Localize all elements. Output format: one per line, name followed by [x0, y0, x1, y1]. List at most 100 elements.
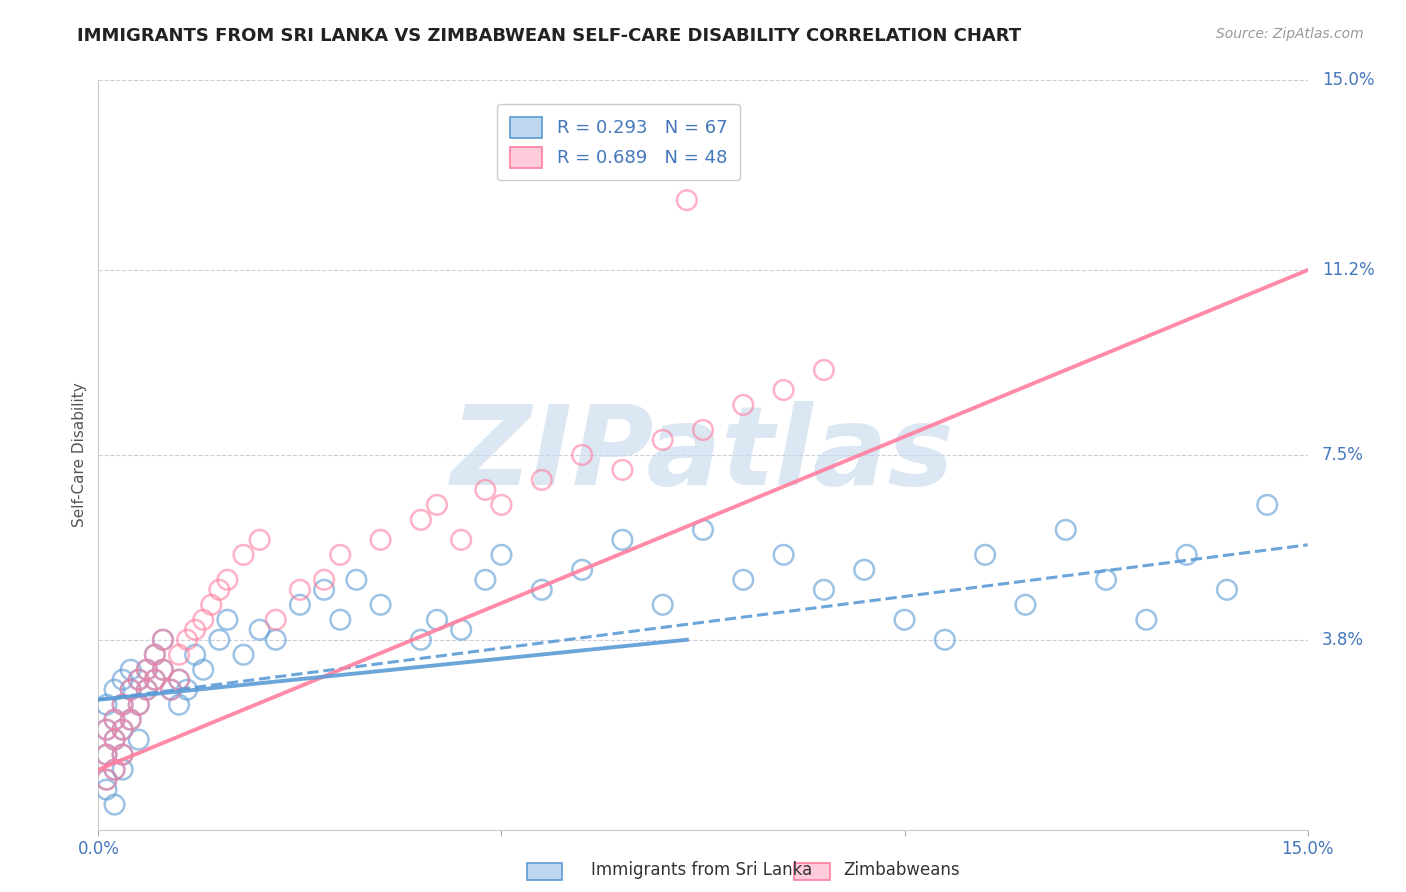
Point: [103, 732, 125, 747]
Point: [676, 193, 699, 207]
Point: [96, 782, 118, 797]
Point: [571, 448, 593, 462]
Point: [853, 563, 876, 577]
Point: [612, 533, 634, 547]
Point: [135, 682, 157, 697]
Text: 3.8%: 3.8%: [1322, 631, 1364, 648]
Point: [120, 663, 142, 677]
Point: [934, 632, 956, 647]
Point: [111, 747, 134, 762]
Point: [772, 383, 794, 397]
Point: [96, 772, 118, 787]
Point: [1054, 523, 1077, 537]
Point: [208, 632, 231, 647]
Point: [329, 548, 352, 562]
Point: [491, 498, 513, 512]
Point: [160, 682, 183, 697]
Point: [232, 548, 254, 562]
Point: [135, 682, 157, 697]
Point: [103, 763, 125, 777]
Point: [426, 613, 449, 627]
Text: IMMIGRANTS FROM SRI LANKA VS ZIMBABWEAN SELF-CARE DISABILITY CORRELATION CHART: IMMIGRANTS FROM SRI LANKA VS ZIMBABWEAN …: [77, 27, 1021, 45]
Point: [96, 772, 118, 787]
Text: ZIPatlas: ZIPatlas: [451, 401, 955, 508]
Point: [217, 573, 239, 587]
Point: [152, 632, 174, 647]
Text: 7.5%: 7.5%: [1322, 446, 1364, 464]
Point: [176, 632, 198, 647]
Point: [692, 423, 714, 437]
Point: [1175, 548, 1198, 562]
Point: [193, 613, 215, 627]
Point: [120, 682, 142, 697]
Point: [370, 598, 392, 612]
Point: [143, 648, 166, 662]
Point: [1135, 613, 1157, 627]
Y-axis label: Self-Care Disability: Self-Care Disability: [72, 383, 87, 527]
Point: [167, 673, 190, 687]
Point: [143, 673, 166, 687]
Point: [96, 698, 118, 712]
Point: [974, 548, 997, 562]
Point: [893, 613, 915, 627]
Point: [1095, 573, 1118, 587]
Point: [264, 613, 287, 627]
Point: [128, 698, 150, 712]
Point: [120, 682, 142, 697]
Point: [96, 723, 118, 737]
Point: [530, 582, 553, 597]
Point: [409, 513, 432, 527]
Point: [426, 498, 449, 512]
Point: [474, 573, 496, 587]
Point: [1256, 498, 1278, 512]
Point: [612, 463, 634, 477]
Point: [167, 698, 190, 712]
Point: [329, 613, 352, 627]
Point: [103, 763, 125, 777]
Point: [491, 548, 513, 562]
Point: [344, 573, 367, 587]
Text: 15.0%: 15.0%: [1322, 71, 1375, 89]
Point: [160, 682, 183, 697]
Point: [249, 533, 271, 547]
Point: [176, 682, 198, 697]
Point: [409, 632, 432, 647]
Legend: R = 0.293   N = 67, R = 0.689   N = 48: R = 0.293 N = 67, R = 0.689 N = 48: [496, 104, 740, 180]
Point: [103, 732, 125, 747]
Point: [733, 398, 755, 412]
Point: [193, 663, 215, 677]
Point: [111, 763, 134, 777]
Point: [111, 723, 134, 737]
Point: [370, 533, 392, 547]
Point: [651, 598, 673, 612]
Point: [111, 747, 134, 762]
Point: [135, 663, 157, 677]
Point: [208, 582, 231, 597]
Point: [288, 582, 311, 597]
Point: [111, 698, 134, 712]
Point: [249, 623, 271, 637]
Point: [692, 523, 714, 537]
Point: [111, 698, 134, 712]
Point: [111, 673, 134, 687]
Point: [143, 648, 166, 662]
Point: [152, 663, 174, 677]
Point: [217, 613, 239, 627]
Point: [128, 673, 150, 687]
Point: [111, 723, 134, 737]
Text: Immigrants from Sri Lanka: Immigrants from Sri Lanka: [591, 861, 811, 879]
Point: [314, 582, 336, 597]
Point: [288, 598, 311, 612]
Point: [1014, 598, 1036, 612]
Point: [314, 573, 336, 587]
Point: [184, 623, 207, 637]
Point: [152, 632, 174, 647]
Point: [135, 663, 157, 677]
Point: [232, 648, 254, 662]
Text: Source: ZipAtlas.com: Source: ZipAtlas.com: [1216, 27, 1364, 41]
Point: [103, 797, 125, 812]
Point: [651, 433, 673, 447]
Point: [120, 713, 142, 727]
Point: [167, 673, 190, 687]
Point: [128, 698, 150, 712]
